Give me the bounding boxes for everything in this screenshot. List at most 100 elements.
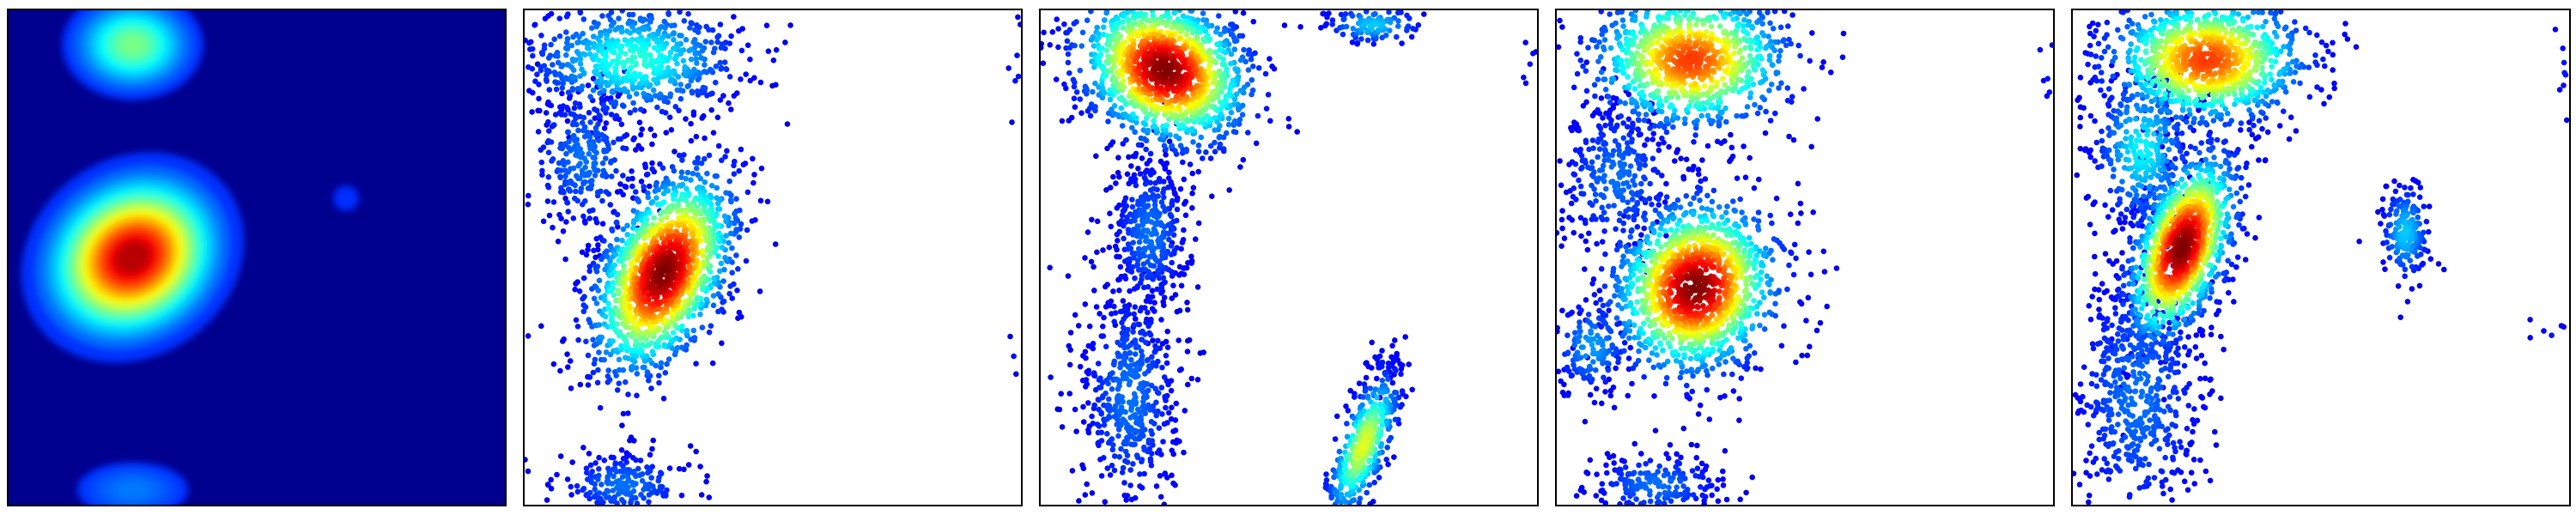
scatter-point	[1169, 259, 1175, 266]
scatter-point	[1362, 21, 1369, 27]
scatter-point	[1116, 383, 1122, 389]
scatter-point	[1210, 79, 1216, 86]
scatter-point	[646, 26, 652, 32]
scatter-point	[1159, 411, 1165, 417]
scatter-point	[553, 86, 560, 93]
scatter-point	[1103, 68, 1110, 75]
scatter-point	[1115, 416, 1121, 423]
scatter-point	[729, 245, 735, 251]
scatter-point	[601, 457, 608, 464]
scatter-point	[702, 62, 708, 68]
scatter-point	[1119, 123, 1126, 129]
scatter-point	[580, 275, 587, 282]
scatter-point	[1358, 412, 1364, 418]
scatter-point	[726, 239, 732, 246]
scatter-point	[622, 37, 629, 43]
scatter-point	[593, 79, 600, 85]
scatter-point	[1389, 379, 1396, 386]
scatter-point	[556, 211, 562, 218]
scatter-point	[667, 91, 674, 97]
scatter-point	[1352, 436, 1358, 442]
scatter-point	[528, 39, 534, 45]
scatter-point	[525, 457, 528, 463]
scatter-point	[648, 385, 654, 391]
scatter-point	[1100, 64, 1106, 70]
scatter-point	[602, 58, 609, 65]
scatter-point	[1163, 152, 1169, 158]
scatter-point	[611, 139, 617, 146]
scatter-point	[646, 499, 652, 505]
scatter-point	[1169, 24, 1176, 31]
scatter-point	[577, 56, 584, 62]
scatter-point	[1133, 182, 1139, 189]
scatter-point	[1127, 467, 1133, 473]
scatter-point	[1072, 79, 1078, 86]
scatter-point	[1336, 448, 1343, 455]
scatter-point	[615, 136, 622, 142]
scatter-point	[1183, 146, 1189, 153]
scatter-point	[623, 459, 629, 465]
scatter-point	[1345, 408, 1352, 414]
scatter-point	[586, 45, 592, 52]
scatter-point	[1142, 181, 1149, 187]
scatter-point	[1349, 13, 1356, 19]
scatter-point	[620, 191, 626, 198]
scatter-point	[579, 249, 586, 256]
scatter-point	[1084, 381, 1091, 387]
scatter-point	[1379, 359, 1386, 366]
scatter-point	[1148, 419, 1155, 425]
scatter-point	[1213, 28, 1219, 35]
scatter-point	[713, 64, 720, 70]
scatter-point	[1379, 348, 1385, 354]
scatter-point	[586, 374, 593, 380]
scatter-point	[1130, 239, 1136, 246]
scatter-point	[1091, 288, 1097, 294]
scatter-point	[649, 464, 655, 470]
scatter-point	[749, 218, 756, 224]
scatter-point	[659, 334, 665, 341]
scatter-point	[1109, 436, 1115, 442]
scatter-point	[1111, 467, 1118, 474]
scatter-point	[1232, 65, 1238, 72]
scatter-point	[697, 312, 703, 318]
scatter-point	[1176, 337, 1182, 343]
scatter-point	[601, 356, 607, 363]
scatter-point	[1085, 371, 1091, 377]
scatter-point	[702, 39, 709, 45]
scatter-point	[595, 246, 601, 253]
scatter-point	[1161, 374, 1168, 380]
scatter-point	[621, 334, 627, 340]
scatter-point	[650, 437, 656, 444]
scatter-point	[544, 497, 550, 503]
scatter-point	[615, 74, 621, 81]
scatter-point	[1223, 130, 1230, 136]
scatter-point	[664, 215, 670, 221]
scatter-point	[575, 39, 582, 45]
scatter-point	[1136, 385, 1142, 391]
scatter-point	[1116, 454, 1123, 460]
scatter-point	[668, 127, 675, 133]
scatter-point	[637, 52, 644, 59]
scatter-point	[1179, 122, 1185, 128]
scatter-point	[579, 66, 585, 73]
scatter-point	[751, 75, 757, 81]
scatter-point	[592, 356, 598, 363]
scatter-point	[678, 169, 685, 175]
scatter-point	[726, 74, 733, 80]
scatter-point	[624, 232, 630, 238]
scatter-point	[1392, 389, 1398, 396]
scatter-point	[574, 121, 580, 128]
scatter-point	[641, 295, 647, 302]
scatter-point	[1394, 353, 1400, 359]
scatter-point	[1138, 381, 1144, 387]
scatter-point	[1151, 213, 1157, 219]
scatter-point	[623, 184, 629, 191]
scatter-point	[592, 481, 598, 488]
scatter-point	[650, 229, 657, 236]
scatter-point	[1250, 64, 1256, 70]
scatter-point	[631, 70, 638, 76]
scatter-point	[1072, 406, 1078, 413]
scatter-point	[1118, 218, 1125, 224]
scatter-point	[1112, 310, 1119, 316]
scatter-point	[1221, 28, 1228, 34]
